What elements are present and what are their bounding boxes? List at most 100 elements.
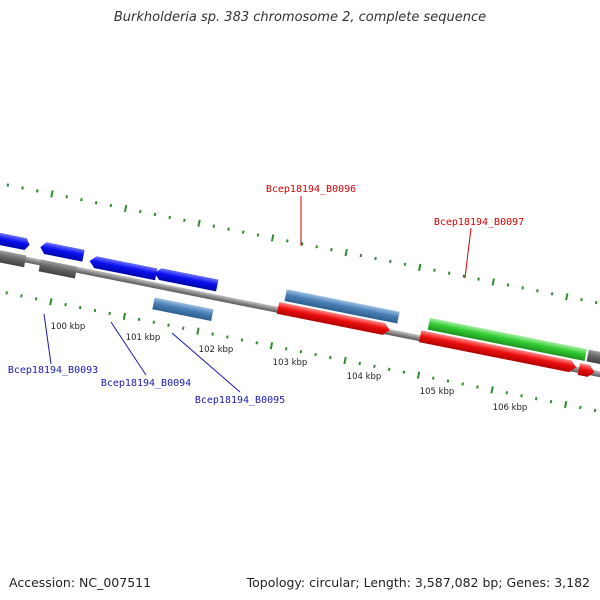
minor-tick [5,291,8,295]
minor-tick [226,335,229,339]
minor-tick [286,239,289,243]
gene-label-b0096[interactable]: Bcep18194_B0096 [266,184,356,195]
minor-tick [36,189,39,193]
major-tick [196,327,200,335]
gene-arrow-red[interactable] [419,330,577,373]
minor-tick [330,248,333,252]
summary-text: Topology: circular; Length: 3,587,082 bp… [246,575,590,590]
gene-block-grey[interactable] [586,349,600,365]
minor-tick [389,259,392,264]
minor-tick [138,209,142,214]
minor-tick [447,271,451,275]
minor-tick [65,195,68,199]
minor-tick [256,233,260,237]
major-tick [122,312,127,321]
minor-tick [462,274,466,278]
minor-tick [108,311,111,316]
minor-tick [34,297,38,301]
minor-tick [593,408,597,413]
major-tick [344,249,348,257]
gene-block-steel[interactable] [152,297,214,321]
minor-tick [21,186,24,190]
gene-arrow-blue[interactable] [88,255,158,281]
major-tick [49,298,53,306]
gene-block-grey[interactable] [0,249,27,268]
minor-tick [64,302,67,307]
minor-tick [137,317,141,322]
minor-tick [359,253,363,258]
gene-label-b0094[interactable]: Bcep18194_B0094 [101,378,191,389]
minor-tick [212,224,216,228]
gene-label-b0095[interactable]: Bcep18194_B0095 [195,395,285,406]
gene-arrow-blue[interactable] [153,267,219,292]
minor-tick [109,203,113,208]
minor-tick [387,367,391,371]
minor-tick [580,297,583,302]
kbp-scale-labels: 100 kbp 101 kbp 102 kbp 103 kbp 104 kbp … [51,322,528,413]
major-tick [50,190,54,198]
gene-features [0,232,600,378]
gene-label-b0093[interactable]: Bcep18194_B0093 [8,365,98,376]
major-tick [490,386,494,394]
major-tick [491,278,495,286]
minor-tick [476,385,479,389]
kbp-label: 102 kbp [199,345,234,355]
gene-arrow-red[interactable] [577,363,596,378]
kbp-label: 104 kbp [347,372,382,382]
minor-tick [505,391,509,395]
gene-block-steel[interactable] [284,289,400,324]
accession-text: Accession: NC_007511 [9,575,152,590]
minor-tick [94,200,98,205]
minor-tick [78,305,82,310]
minor-tick [433,268,436,272]
minor-tick [461,382,464,386]
minor-tick [183,218,186,222]
major-tick [197,219,201,227]
minor-tick [168,215,171,220]
kbp-label: 106 kbp [493,403,528,413]
major-tick [418,263,422,271]
map-title: Burkholderia sp. 383 chromosome 2, compl… [113,10,487,25]
minor-tick [181,326,185,330]
minor-tick [373,364,376,369]
major-tick [416,371,421,379]
major-tick [563,400,568,409]
minor-tick [93,308,97,313]
minor-tick [255,341,259,345]
major-tick [269,342,274,350]
minor-tick [534,397,538,401]
minor-tick [152,320,156,324]
minor-tick [374,256,377,261]
minor-tick [227,227,230,231]
minor-tick [520,394,523,398]
kbp-label: 103 kbp [273,358,308,368]
minor-tick [521,286,524,290]
minor-tick [240,338,244,342]
gene-arrow-blue[interactable] [39,241,85,262]
minor-tick [153,212,157,217]
gene-arrow-red[interactable] [276,301,391,336]
gene-arrow-blue[interactable] [0,232,31,251]
major-tick [565,293,569,301]
minor-tick [536,289,539,293]
major-tick [123,204,128,213]
kbp-label: 100 kbp [51,322,86,332]
gene-block-grey[interactable] [38,259,78,279]
minor-tick [506,283,510,287]
gene-label-b0097[interactable]: Bcep18194_B0097 [434,217,524,228]
minor-tick [6,183,10,187]
major-tick [270,234,275,242]
minor-tick [550,292,554,296]
minor-tick [358,361,362,366]
minor-tick [403,262,407,267]
minor-tick [446,379,450,383]
gene-block-green[interactable] [427,317,587,361]
major-tick [343,356,347,365]
kbp-label: 105 kbp [420,387,455,397]
scale-ticks [5,183,598,413]
minor-tick [211,332,214,336]
minor-tick [579,405,582,410]
minor-tick [329,355,332,360]
minor-tick [431,376,435,380]
